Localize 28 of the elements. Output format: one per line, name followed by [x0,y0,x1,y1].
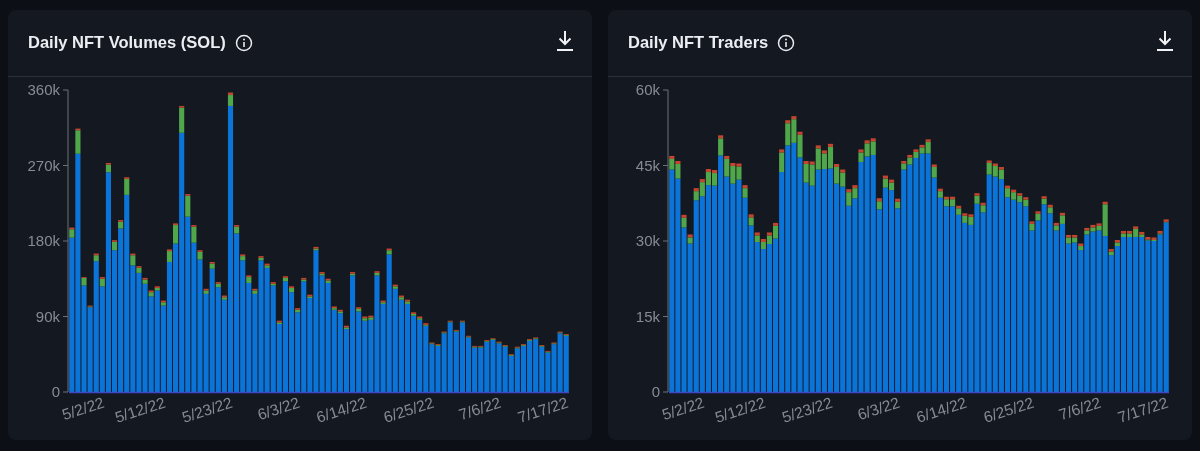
x-tick-label: 6/3/22 [255,393,302,424]
x-tick-label: 5/23/22 [179,393,235,426]
chart-title: Daily NFT Volumes (SOL) [28,33,226,52]
y-tick-label: 90k [35,307,61,325]
x-tick-label: 5/23/22 [779,393,835,426]
x-tick-label: 7/6/22 [1056,393,1103,424]
y-tick-label: 180k [27,232,61,250]
y-tick-label: 270k [27,156,61,174]
x-tick-label: 6/14/22 [914,393,969,426]
y-tick-label: 360k [27,81,61,99]
x-tick-label: 6/25/22 [381,393,436,426]
x-tick-label: 6/25/22 [981,393,1036,426]
y-tick-label: 0 [51,383,60,401]
y-tick-label: 15k [635,307,661,325]
x-tick-label: 7/17/22 [1115,393,1171,426]
x-tick-label: 5/2/22 [60,393,107,424]
chart-title: Daily NFT Traders [628,33,769,52]
x-tick-label: 5/2/22 [660,393,707,424]
y-tick-label: 60k [635,81,661,99]
x-tick-label: 5/12/22 [712,393,768,426]
y-tick-label: 30k [635,232,661,250]
x-tick-label: 6/14/22 [314,393,369,426]
x-tick-label: 5/12/22 [112,393,168,426]
x-tick-label: 7/6/22 [456,393,503,424]
x-tick-label: 6/3/22 [855,393,902,424]
y-tick-label: 45k [635,156,661,174]
y-tick-label: 0 [651,383,660,401]
x-tick-label: 7/17/22 [515,393,571,426]
